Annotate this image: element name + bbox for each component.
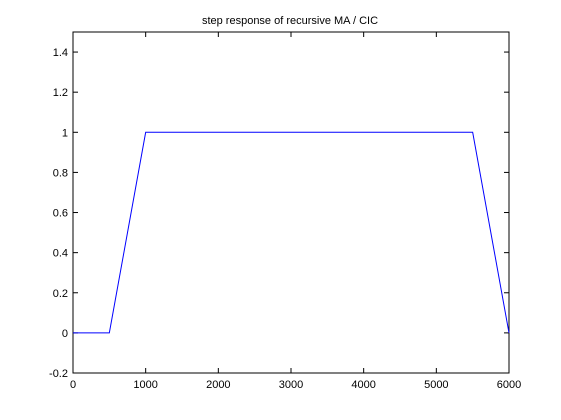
y-tick-label: 0	[62, 328, 68, 340]
plot-area: 0 1000 2000 3000 4000 5000 6000 -0.200.20.40.6…	[49, 31, 521, 391]
y-tick-label: 1.2	[53, 87, 68, 99]
series-line-0	[73, 131, 510, 334]
x-tick-label: 3000	[279, 379, 303, 391]
axes-box	[72, 31, 510, 374]
chart-title: step response of recursive MA / CIC	[202, 15, 378, 27]
y-tick-label: 0.6	[53, 208, 68, 220]
y-tick-label: 1.4	[53, 47, 68, 59]
series-layer	[73, 131, 510, 334]
x-tick-label: 5000	[424, 379, 448, 391]
x-tick-label: 1000	[133, 379, 157, 391]
x-tick-label: 0	[70, 379, 76, 391]
x-axis-ticks: 0 1000 2000 3000 4000 5000 6000	[70, 32, 521, 391]
y-tick-label: 0.8	[53, 167, 68, 179]
x-tick-label: 6000	[497, 379, 521, 391]
y-tick-label: 0.2	[53, 288, 68, 300]
y-tick-label: 0.4	[53, 248, 68, 260]
y-tick-label: -0.2	[49, 368, 68, 380]
x-tick-label: 2000	[206, 379, 230, 391]
y-axis-ticks: -0.2 0 0.2 0.4 0.6 0.8 1 1.2 1.4	[49, 47, 509, 380]
y-tick-label: 1	[62, 127, 68, 139]
x-tick-label: 4000	[351, 379, 375, 391]
